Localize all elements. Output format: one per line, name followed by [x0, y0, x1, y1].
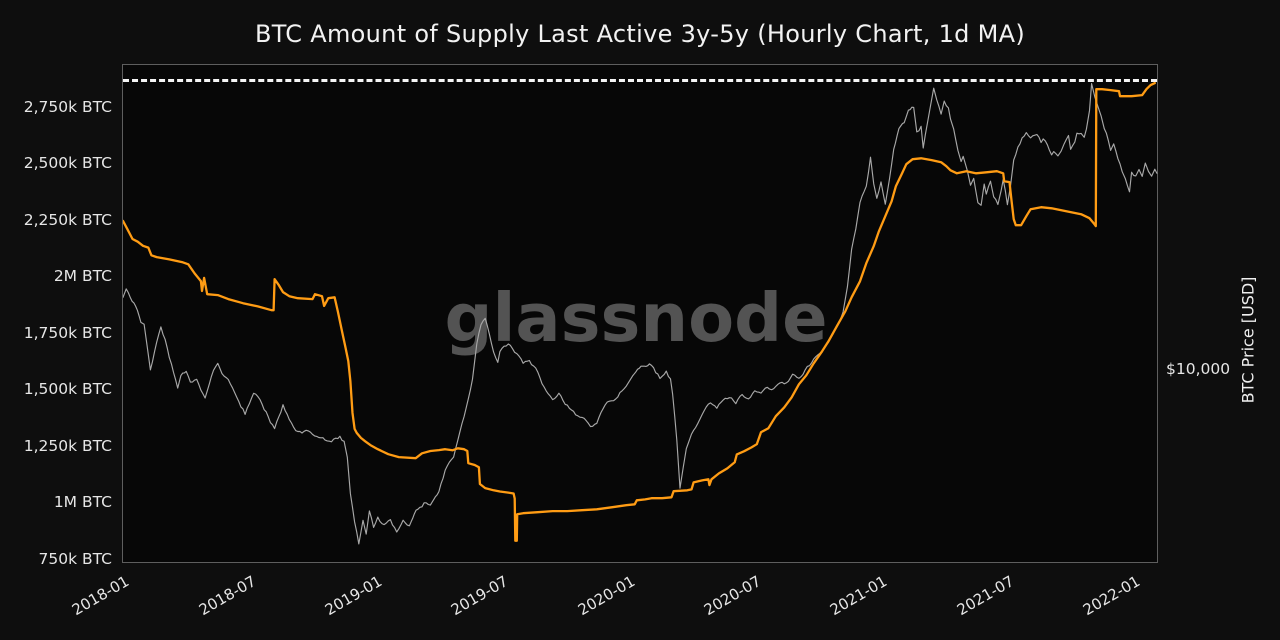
y-tick-label: 2,250k BTC	[23, 210, 112, 229]
y-tick-label: 2,500k BTC	[23, 154, 112, 173]
x-tick-label: 2019-07	[448, 572, 512, 620]
y-tick-label: 750k BTC	[38, 549, 112, 568]
x-tick-label: 2020-01	[574, 572, 638, 620]
y-tick-label: 2,750k BTC	[23, 97, 112, 116]
x-tick-label: 2021-07	[953, 572, 1017, 620]
chart-canvas	[123, 81, 1158, 545]
x-tick-label: 2018-01	[69, 572, 133, 620]
supply-3y-5y-line	[123, 81, 1156, 542]
y-tick-label: 1,250k BTC	[23, 436, 112, 455]
y-tick-label: 2M BTC	[53, 267, 112, 286]
chart-title: BTC Amount of Supply Last Active 3y-5y (…	[254, 20, 1026, 48]
y-tick-label: 1,750k BTC	[23, 323, 112, 342]
x-tick-label: 2020-07	[700, 572, 765, 620]
y-tick-label: 1,500k BTC	[23, 380, 112, 399]
x-tick-label: 2021-01	[827, 572, 891, 620]
dashed-reference-line	[123, 79, 1157, 83]
price-tick-label: $10,000	[1166, 360, 1231, 379]
plot-area: glassnode	[122, 64, 1158, 563]
x-tick-label: 2019-01	[321, 572, 386, 620]
btc-price-line	[123, 83, 1158, 545]
x-tick-label: 2022-01	[1079, 572, 1144, 620]
y-tick-label: 1M BTC	[53, 493, 112, 512]
right-axis-label: BTC Price [USD]	[1238, 276, 1258, 404]
x-tick-label: 2018-07	[195, 572, 259, 620]
